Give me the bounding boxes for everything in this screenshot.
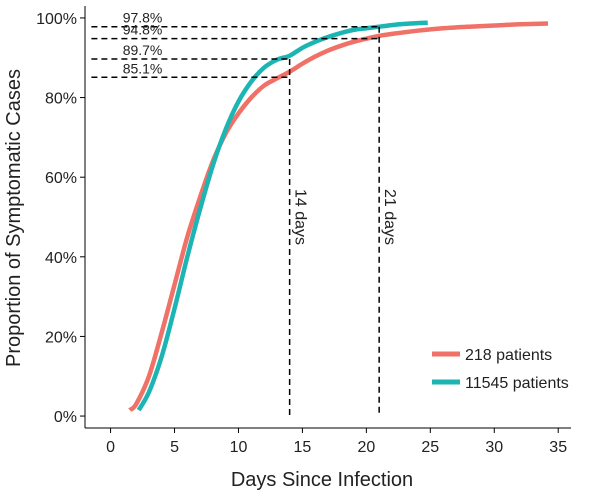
- y-tick-label: 0%: [54, 409, 77, 426]
- x-axis-label: Days Since Infection: [231, 469, 413, 491]
- y-axis-label: Proportion of Symptomatic Cases: [3, 69, 25, 367]
- legend-label-1: 218 patients: [465, 347, 552, 364]
- annotation-value: 94.8%: [123, 22, 163, 38]
- x-tick-label: 0: [106, 439, 115, 456]
- series-line-2: [136, 20, 428, 412]
- annotation-value: 85.1%: [123, 60, 163, 76]
- annotations: 14 days 21 days 97.8%94.8% 89.7% 85.1%: [91, 10, 398, 417]
- y-tick-label: 60%: [45, 170, 77, 187]
- reference-label: 14 days: [292, 189, 309, 245]
- x-tick-label: 20: [357, 439, 375, 456]
- x-tick-label: 10: [230, 439, 248, 456]
- axes: 0 5 10 15 20 25 30 35 0% 20% 40% 60% 80% 100%: [36, 6, 571, 456]
- x-tick-label: 25: [421, 439, 439, 456]
- y-tick-label: 80%: [45, 91, 77, 108]
- y-tick-label: 40%: [45, 250, 77, 267]
- plot-area: [128, 20, 549, 412]
- annotation-value: 97.8%: [123, 10, 163, 26]
- annotation-value: 89.7%: [123, 42, 163, 58]
- x-tick-label: 5: [170, 439, 179, 456]
- x-tick-label: 35: [549, 439, 567, 456]
- y-tick-label: 20%: [45, 329, 77, 346]
- series-line-1: [128, 21, 549, 412]
- legend: 218 patients 11545 patients: [432, 347, 569, 392]
- reference-label: 21 days: [381, 189, 398, 245]
- legend-label-2: 11545 patients: [465, 375, 569, 392]
- x-tick-label: 30: [485, 439, 503, 456]
- y-tick-label: 100%: [36, 11, 77, 28]
- x-tick-label: 15: [294, 439, 312, 456]
